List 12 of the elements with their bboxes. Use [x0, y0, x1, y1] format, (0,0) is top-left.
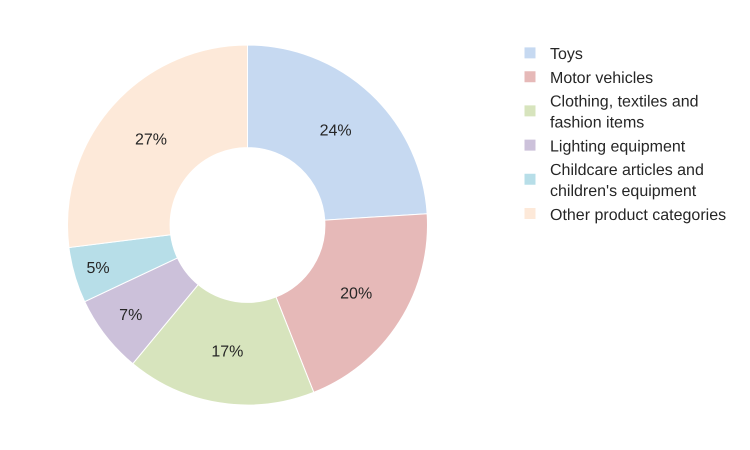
data-label: 24% — [320, 122, 352, 140]
data-label: 27% — [134, 131, 167, 148]
legend-label: Other product categories — [550, 206, 726, 224]
legend-label: Clothing, textiles and fashion items — [550, 94, 699, 132]
legend-label: Lighting equipment — [550, 138, 686, 156]
data-label: 5% — [86, 260, 110, 277]
legend-label: Toys — [550, 46, 583, 64]
data-label: 20% — [340, 285, 372, 302]
legend-label: Motor vehicles — [550, 70, 654, 87]
legend-label: Childcare articles and children's equipment — [550, 162, 704, 200]
data-label: 17% — [211, 344, 244, 361]
data-label: 7% — [119, 307, 142, 324]
